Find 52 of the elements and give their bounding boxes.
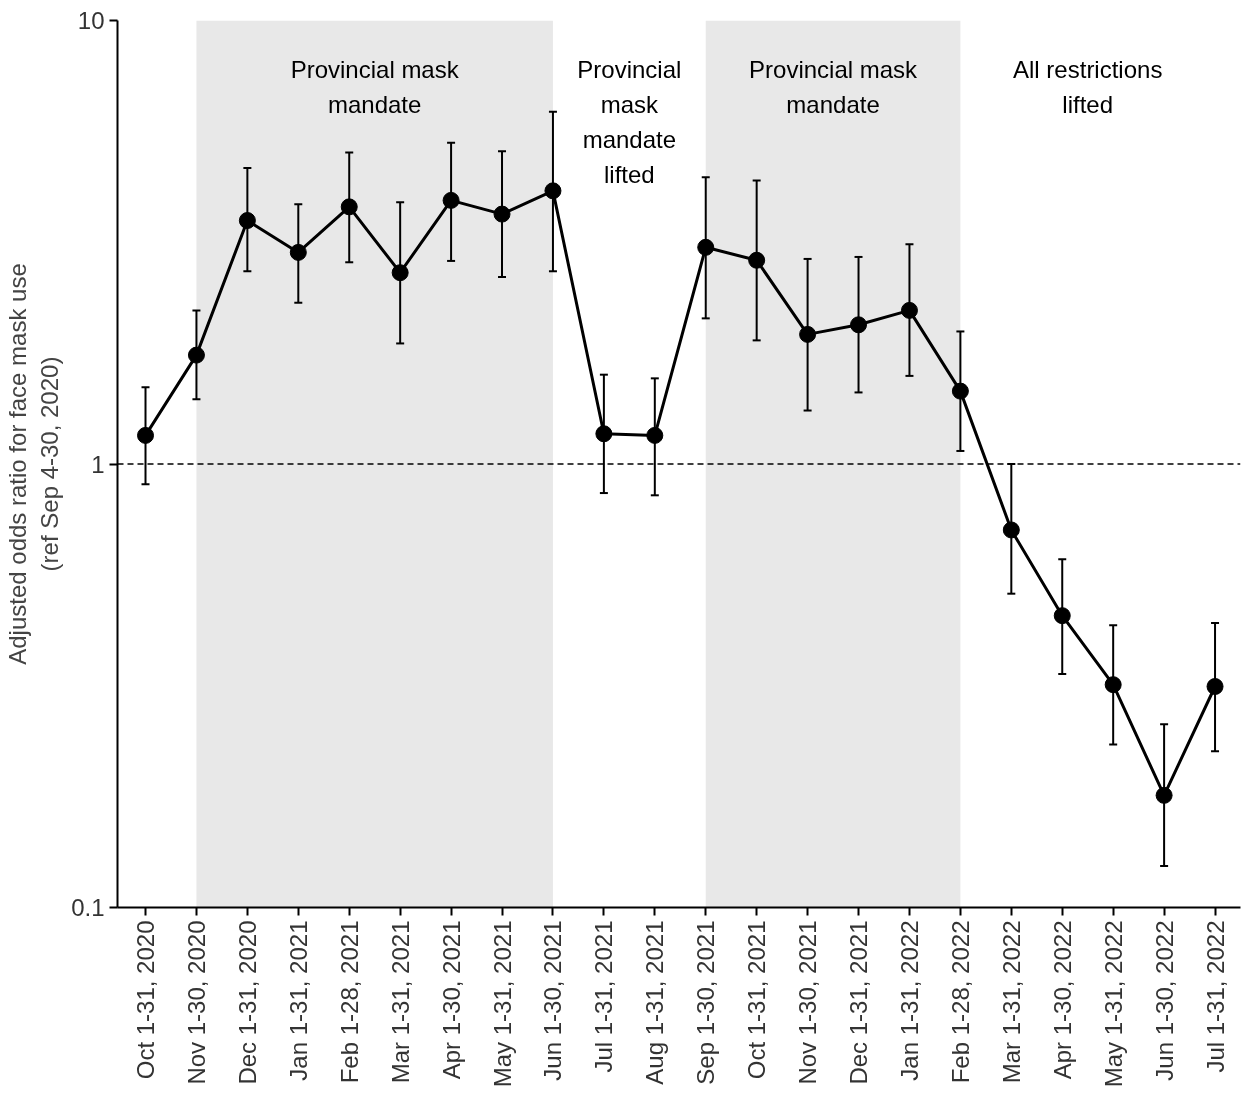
point [1053, 607, 1071, 625]
point [1002, 521, 1020, 539]
x-tick-label: Apr 1-30, 2022 [1048, 920, 1076, 1080]
x-tick-label: Jan 1-31, 2022 [895, 920, 923, 1081]
x-tick-label: Jul 1-31, 2022 [1201, 920, 1229, 1073]
point [595, 425, 613, 443]
point [391, 264, 409, 282]
point [238, 212, 256, 229]
x-tick-label: Mar 1-31, 2021 [386, 920, 414, 1084]
point [1206, 678, 1224, 695]
x-tick-label: Jun 1-30, 2022 [1150, 920, 1178, 1081]
x-tick-label: Oct 1-31, 2020 [132, 920, 160, 1080]
text: Provincial mask mandate [290, 55, 459, 119]
x-tick-label: Mar 1-31, 2022 [997, 920, 1025, 1084]
point [850, 316, 868, 334]
point [544, 182, 562, 200]
point [748, 251, 766, 269]
x-tick-label: Jul 1-31, 2021 [590, 920, 618, 1073]
point [340, 198, 358, 216]
x-tick-label: Oct 1-31, 2021 [743, 920, 771, 1080]
point [799, 325, 817, 343]
x-tick-label: Feb 1-28, 2022 [946, 920, 974, 1084]
y-axis-title: Adjusted odds ratio for face mask use (ref Sep 4-30, 2020) [3, 263, 64, 665]
point [900, 301, 918, 319]
point [1155, 786, 1173, 804]
point [442, 191, 460, 209]
x-tick-label: May 1-31, 2021 [488, 920, 516, 1088]
point [289, 243, 307, 261]
point [493, 205, 511, 223]
y-tick-label: 10 [77, 7, 105, 34]
x-tick-label: Feb 1-28, 2021 [335, 920, 363, 1084]
x-tick-label: Nov 1-30, 2020 [182, 920, 210, 1085]
x-tick-label: Jan 1-31, 2021 [284, 920, 312, 1081]
x-tick-label: Dec 1-31, 2021 [845, 920, 873, 1085]
point [187, 346, 205, 364]
point [697, 238, 715, 256]
x-tick-label: Apr 1-30, 2021 [437, 920, 465, 1080]
point [951, 382, 969, 400]
y-tick-label: 0.1 [71, 894, 105, 921]
point [1104, 676, 1122, 694]
annotation: All restrictions lifted [1013, 55, 1163, 119]
x-tick-label: Dec 1-31, 2020 [233, 920, 261, 1085]
y-tick-label: 1 [91, 450, 105, 478]
point [137, 426, 155, 444]
text: lifted [604, 161, 655, 189]
band-label: Provincial mask mandate [749, 55, 919, 119]
x-tick-label: May 1-31, 2022 [1099, 920, 1127, 1088]
x-tick-label: Sep 1-30, 2021 [692, 920, 720, 1085]
x-tick-label: Nov 1-30, 2021 [794, 920, 822, 1085]
point [646, 426, 664, 444]
x-tick-label: Aug 1-31, 2021 [641, 920, 669, 1085]
x-tick-label: Jun 1-30, 2021 [539, 920, 567, 1081]
